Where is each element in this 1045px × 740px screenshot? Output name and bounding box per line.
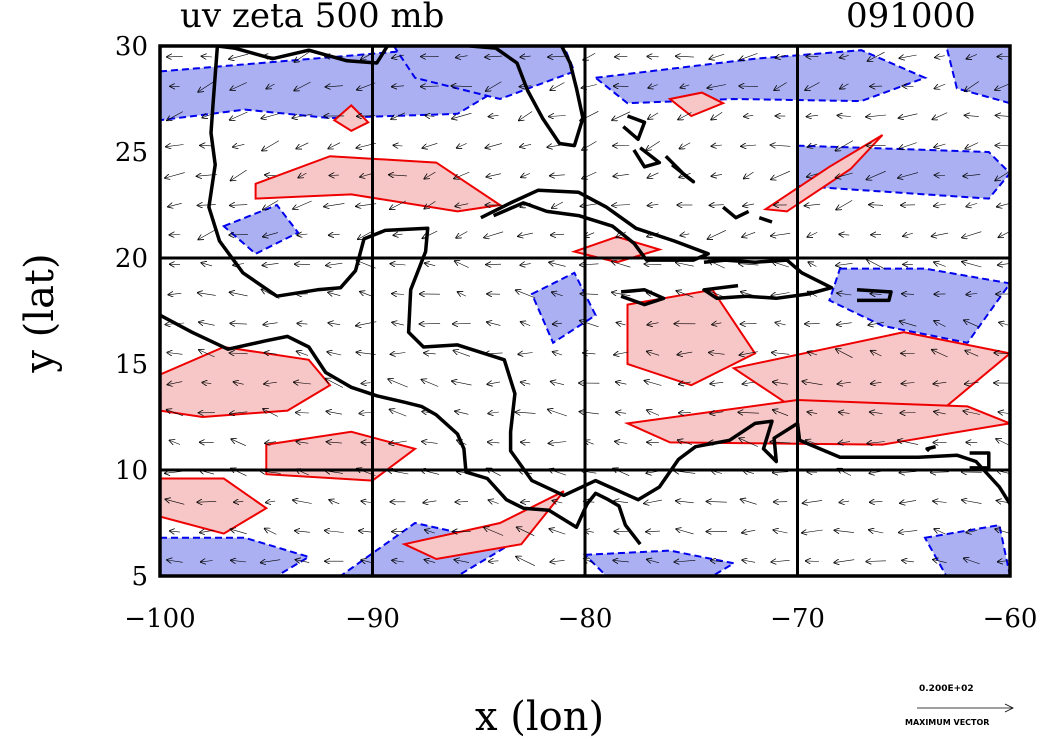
plot-area (160, 38, 1013, 577)
y-tick-label: 10 (115, 456, 148, 486)
y-axis-label: y (lat) (17, 213, 63, 413)
plot-time-label: 091000 (846, 0, 976, 36)
x-tick-label: −60 (983, 604, 1038, 634)
y-tick-label: 5 (131, 562, 148, 592)
x-axis-label: x (lon) (475, 694, 604, 740)
x-tick-label: −90 (345, 604, 400, 634)
y-tick-label: 30 (115, 32, 148, 62)
y-tick-label: 25 (115, 138, 148, 168)
x-tick-label: −80 (558, 604, 613, 634)
x-tick-label: −70 (770, 604, 825, 634)
reference-vector-value: 0.200E+02 (919, 684, 974, 694)
y-tick-label: 15 (115, 350, 148, 380)
reference-vector-legend: 0.200E+02 MAXIMUM VECTOR (905, 684, 1025, 732)
x-tick-label: −100 (124, 604, 195, 634)
reference-vector-caption: MAXIMUM VECTOR (905, 718, 989, 727)
y-tick-label: 20 (115, 244, 148, 274)
plot-title: uv zeta 500 mb (180, 0, 444, 36)
